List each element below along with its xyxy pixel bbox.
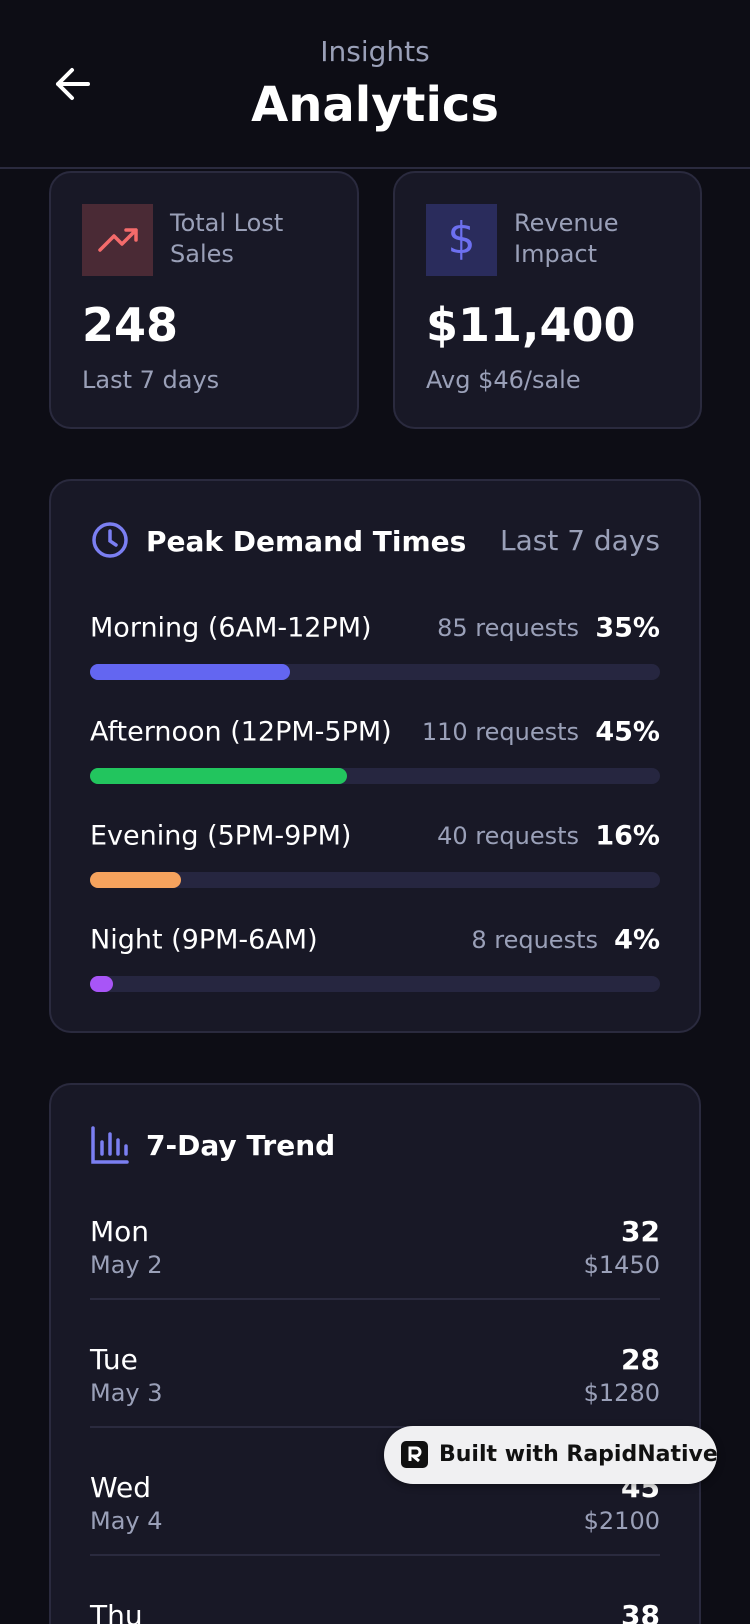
trend-date: May 4: [90, 1507, 163, 1535]
back-button[interactable]: [52, 64, 92, 104]
progress-bar: [90, 872, 182, 888]
progress-track: [90, 872, 660, 888]
progress-bar: [90, 768, 347, 784]
trend-day: Tue: [90, 1343, 138, 1376]
trend-date: May 3: [90, 1379, 163, 1407]
stat-label: Revenue Impact: [514, 208, 619, 268]
trend-amount: $1280: [583, 1379, 660, 1407]
period-label: Night (9PM-6AM): [90, 924, 318, 956]
trend-day: Wed: [90, 1471, 152, 1504]
chart-icon: [91, 1126, 129, 1164]
progress-bar: [90, 664, 290, 680]
period-percent: 16%: [595, 820, 660, 852]
peak-range: Last 7 days: [499, 524, 660, 557]
stat-value: 248: [82, 298, 179, 352]
progress-track: [90, 768, 660, 784]
progress-track: [90, 664, 660, 680]
period-label: Afternoon (12PM-5PM): [90, 716, 392, 748]
period-requests: 110 requests: [421, 718, 579, 746]
progress-track: [90, 976, 660, 992]
progress-bar: [90, 976, 113, 992]
trend-day: Thu: [90, 1599, 143, 1624]
header-title: Analytics: [251, 77, 499, 133]
period-percent: 45%: [595, 716, 660, 748]
stat-note: Avg $46/sale: [426, 366, 581, 394]
clock-icon: [92, 522, 128, 558]
period-requests: 40 requests: [437, 822, 579, 850]
trend-amount: $2100: [583, 1507, 660, 1535]
dollar-icon: $: [426, 204, 497, 276]
period-label: Evening (5PM-9PM): [90, 820, 352, 852]
period-requests: 85 requests: [437, 614, 579, 642]
trend-count: 32: [621, 1215, 660, 1248]
row-divider: [90, 1426, 660, 1428]
badge[interactable]: [384, 1426, 717, 1484]
period-requests: 8 requests: [471, 926, 598, 954]
divider: [0, 167, 750, 169]
trend-count: 38: [621, 1599, 660, 1624]
trend-amount: $1450: [583, 1251, 660, 1279]
period-label: Morning (6AM-12PM): [90, 612, 372, 644]
stat-value: $11,400: [426, 298, 636, 352]
trend-count: 28: [621, 1343, 660, 1376]
row-divider: [90, 1554, 660, 1556]
stat-note: Last 7 days: [82, 366, 220, 394]
period-percent: 35%: [595, 612, 660, 644]
period-percent: 4%: [614, 924, 660, 956]
trend-icon: [82, 204, 153, 276]
trend-date: May 2: [90, 1251, 163, 1279]
peak-title: Peak Demand Times: [146, 525, 467, 558]
badge-text: Built with RapidNative: [439, 1442, 718, 1467]
row-divider: [90, 1298, 660, 1300]
peak-card: [49, 479, 701, 1033]
trend-title: 7-Day Trend: [146, 1129, 336, 1162]
stat-label: Total Lost Sales: [170, 208, 284, 268]
badge-logo: [401, 1441, 428, 1468]
header-subtitle: Insights: [320, 35, 430, 68]
trend-card: [49, 1083, 701, 1624]
svg-text:$: $: [448, 213, 476, 264]
trend-day: Mon: [90, 1215, 150, 1248]
